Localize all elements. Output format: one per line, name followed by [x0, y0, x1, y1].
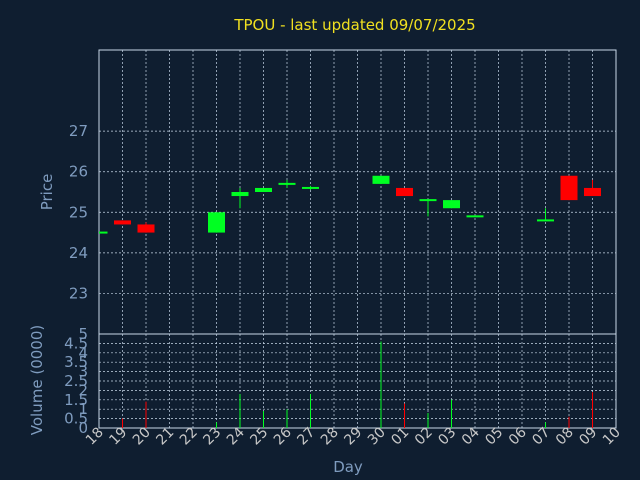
volume-tick-label: 2: [78, 381, 88, 399]
volume-tick-label: 3.5: [64, 353, 88, 371]
candle-body: [99, 231, 108, 234]
chart-title: TPOU - last updated 09/07/2025: [233, 16, 475, 34]
candle-body: [419, 199, 437, 202]
volume-tick-label: 4.5: [64, 334, 88, 352]
candle-body: [396, 187, 413, 197]
candle-body: [372, 175, 390, 184]
price-axis-label: Price: [38, 174, 56, 211]
price-tick-label: 23: [69, 284, 88, 302]
candle-body: [466, 215, 484, 218]
volume-tick-label: 4: [78, 344, 88, 362]
volume-tick-label: 5: [78, 325, 88, 343]
candle-body: [255, 187, 272, 192]
price-tick-label: 24: [69, 244, 88, 262]
price-tick-label: 27: [69, 122, 88, 140]
candle-body: [537, 219, 554, 222]
volume-axis-label: Volume (0000): [28, 325, 46, 435]
volume-tick-label: 0: [78, 419, 88, 437]
candle-body: [302, 186, 319, 189]
candle-body: [278, 182, 296, 185]
candle-body: [137, 224, 155, 233]
candle-body: [443, 200, 460, 209]
candle-body: [208, 212, 225, 233]
price-tick-label: 26: [69, 163, 88, 181]
volume-tick-label: 1: [78, 400, 88, 418]
volume-tick-label: 3: [78, 363, 88, 381]
candle-body: [231, 192, 249, 197]
price-tick-label: 25: [69, 203, 88, 221]
candle-body: [114, 220, 131, 225]
price-panel: 23 24 25 26 27: [69, 49, 617, 335]
volume-tick-label: 1.5: [64, 391, 88, 409]
volume-tick-label: 0.5: [64, 410, 88, 428]
x-axis-label: Day: [333, 458, 363, 476]
candle-body: [584, 187, 601, 197]
volume-tick-label: 2.5: [64, 372, 88, 390]
candle-body: [560, 175, 578, 201]
